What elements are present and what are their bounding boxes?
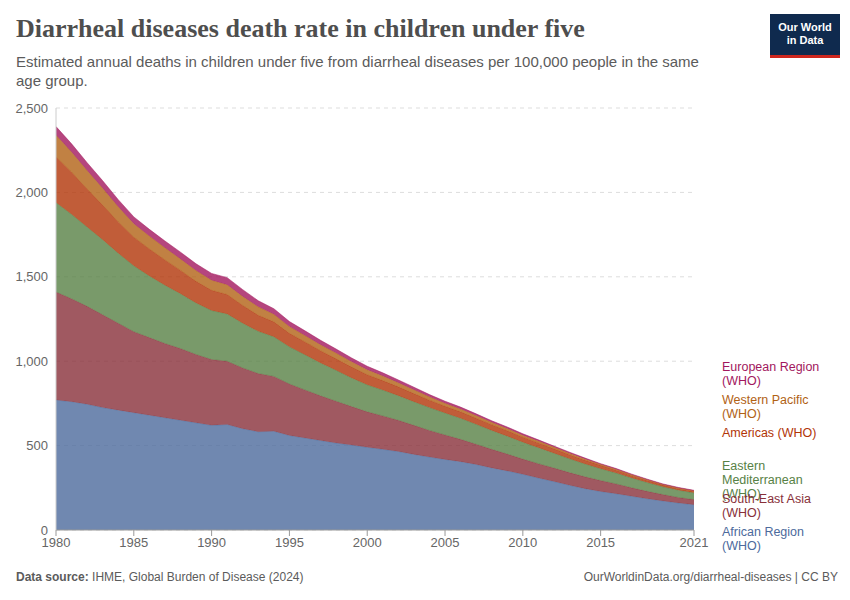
html-text:Data source: IHME, Global Burd: Data source: IHME, Global Burden of Dise… [16, 570, 304, 584]
html-text:Estimated annual deaths in chi: Estimated annual deaths in children unde… [16, 53, 699, 89]
svg-text:1980: 1980 [41, 535, 71, 551]
svg-text:1,500: 1,500 [15, 269, 48, 284]
html-text:Eastern Mediterranean (WHO): Eastern Mediterranean (WHO) [722, 459, 803, 501]
html-text:OurWorldinData.org/diarrheal-d: OurWorldinData.org/diarrheal-diseases | … [583, 570, 838, 584]
svg-text:2,500: 2,500 [15, 101, 48, 116]
svg-text:500: 500 [26, 438, 48, 453]
html-text:South-East Asia (WHO): South-East Asia (WHO) [722, 492, 811, 520]
svg-text:2,000: 2,000 [15, 185, 48, 200]
html-text:Americas (WHO): Americas (WHO) [722, 426, 817, 440]
svg-text:2021: 2021 [680, 535, 709, 550]
svg-text:1995: 1995 [275, 535, 304, 550]
svg-text:1,000: 1,000 [15, 354, 48, 369]
html-text:African Region (WHO): African Region (WHO) [722, 525, 804, 553]
svg-text:1985: 1985 [119, 535, 148, 550]
svg-text:2000: 2000 [353, 535, 382, 550]
html-text:Our World: Our World [778, 21, 832, 33]
svg-text:0: 0 [41, 523, 48, 538]
svg-text:2010: 2010 [508, 535, 537, 550]
html-text:Western Pacific (WHO): Western Pacific (WHO) [722, 393, 809, 421]
html-text:Diarrheal diseases death rate: Diarrheal diseases death rate in childre… [16, 14, 585, 43]
svg-text:2005: 2005 [431, 535, 460, 550]
svg-text:2015: 2015 [586, 535, 615, 550]
html-text:in Data: in Data [786, 34, 824, 46]
html-text:European Region (WHO): European Region (WHO) [722, 360, 820, 388]
svg-text:1990: 1990 [197, 535, 226, 550]
